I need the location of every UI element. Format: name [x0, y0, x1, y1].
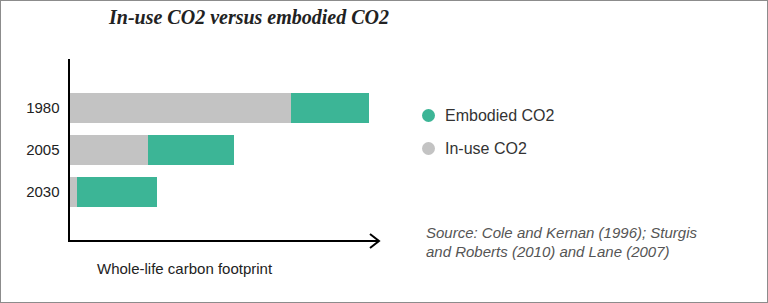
svg-text:1980: 1980: [26, 99, 59, 116]
html-text:In-use CO2 versus embodied CO2: In-use CO2 versus embodied CO2: [109, 6, 389, 28]
svg-text:2005: 2005: [26, 141, 59, 158]
html-text:Source: Cole and Kernan (1996): Source: Cole and Kernan (1996); Sturgis …: [426, 224, 697, 260]
svg-text:2030: 2030: [26, 183, 59, 200]
html-text:In-use CO2: In-use CO2: [445, 139, 527, 157]
html-text:Whole-life carbon footprint: Whole-life carbon footprint: [97, 260, 273, 277]
html-text:Embodied CO2: Embodied CO2: [445, 106, 555, 124]
